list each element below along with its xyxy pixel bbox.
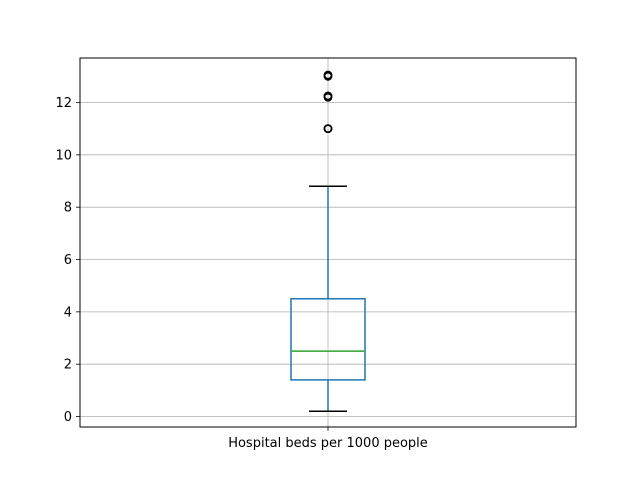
outlier-point [323, 71, 333, 81]
x-axis: Hospital beds per 1000 people [228, 427, 428, 451]
y-tick-label: 2 [64, 358, 72, 373]
x-tick-label: Hospital beds per 1000 people [228, 436, 428, 451]
y-tick-label: 0 [64, 410, 72, 425]
iqr-box [290, 298, 366, 381]
y-tick-label: 8 [64, 201, 72, 216]
y-tick-label: 10 [55, 148, 72, 163]
outlier-point [323, 124, 333, 134]
y-tick-label: 6 [64, 253, 72, 268]
box-layer [290, 70, 366, 413]
y-tick-label: 4 [64, 305, 72, 320]
y-tick-label: 12 [55, 96, 72, 111]
y-axis: 0 2 4 6 8 10 12 [55, 96, 80, 425]
outlier-point [323, 91, 333, 101]
